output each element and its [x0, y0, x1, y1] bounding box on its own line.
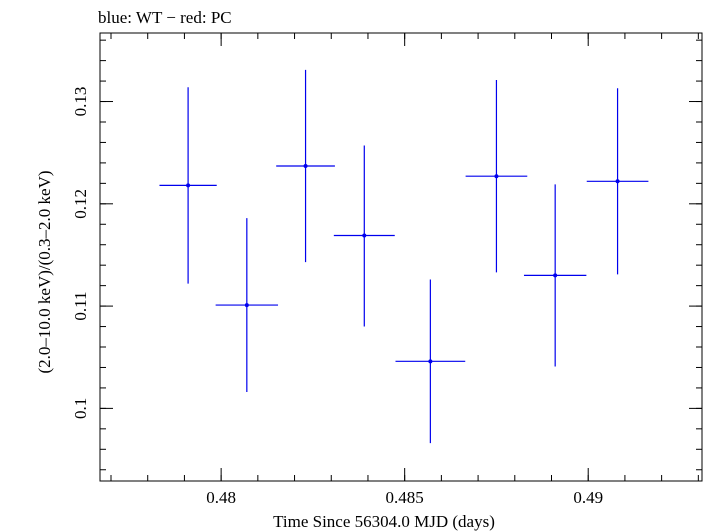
plot-frame [99, 32, 703, 482]
data-point [465, 80, 528, 273]
data-marker [553, 273, 558, 278]
data-points [159, 69, 649, 444]
data-point [215, 218, 279, 393]
data-point [159, 87, 217, 284]
tick-labels: 0.48 0.485 0.49 0.1 0.11 0.12 0.13 [71, 87, 603, 507]
x-axis-label: Time Since 56304.0 MJD (days) [273, 512, 495, 531]
axis-ticks [100, 33, 702, 481]
data-marker [494, 174, 499, 179]
data-marker [615, 179, 620, 184]
data-point [523, 184, 587, 367]
data-point [276, 69, 335, 263]
data-marker [303, 163, 308, 168]
data-marker [186, 183, 191, 188]
y-tick-label: 0.12 [71, 189, 90, 219]
x-tick-label: 0.485 [386, 488, 424, 507]
x-tick-label: 0.49 [573, 488, 603, 507]
data-marker [244, 303, 249, 308]
data-point [395, 279, 466, 444]
x-tick-label: 0.48 [206, 488, 236, 507]
data-marker [428, 359, 433, 364]
chart-title: blue: WT − red: PC [98, 8, 232, 27]
y-axis-label: (2.0–10.0 keV)/(0.3–2.0 keV) [35, 170, 54, 373]
y-tick-label: 0.1 [71, 398, 90, 419]
data-point [333, 145, 395, 327]
data-point [586, 88, 649, 275]
data-marker [362, 233, 367, 238]
y-tick-label: 0.11 [71, 292, 90, 321]
y-tick-label: 0.13 [71, 87, 90, 117]
